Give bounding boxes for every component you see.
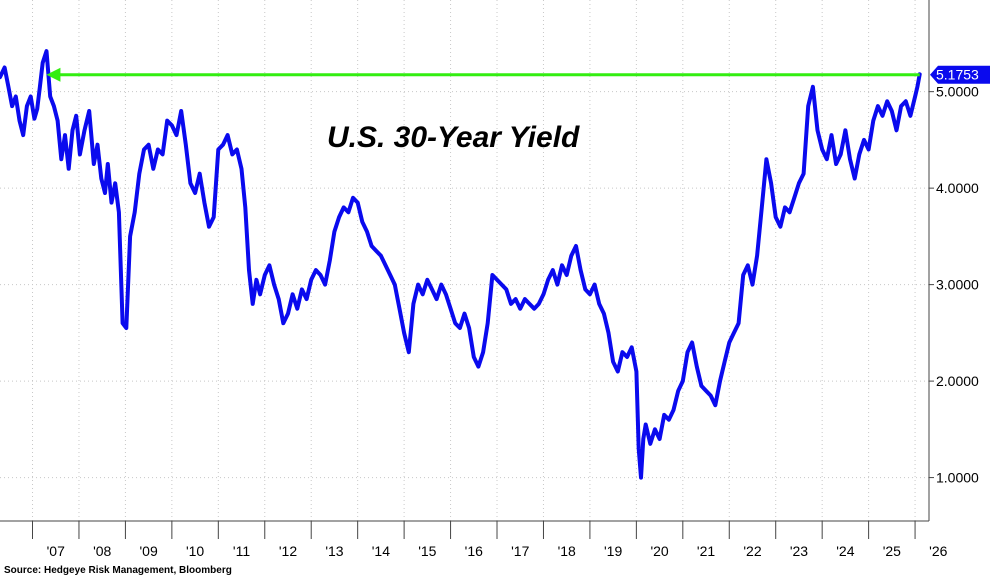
x-axis: '07 '08 '09 '10 '11 '12 '13 '14 '15 '16 '17 '18 '19 '… bbox=[32, 521, 948, 559]
chart-title: U.S. 30-Year Yield bbox=[327, 121, 580, 154]
x-tick-label: '23 bbox=[790, 543, 808, 559]
y-tick-label: 2.0000 bbox=[936, 373, 979, 389]
series-layer bbox=[0, 49, 922, 480]
y-tick-label: 3.0000 bbox=[936, 277, 979, 293]
y-axis: 1.0000 2.0000 3.0000 4.0000 5.0000 bbox=[929, 84, 979, 486]
last-value-badge-shape bbox=[930, 65, 990, 84]
x-tick-label: '17 bbox=[511, 543, 529, 559]
x-tick-label: '24 bbox=[836, 543, 854, 559]
x-tick-label: '21 bbox=[697, 543, 715, 559]
x-tick-label: '10 bbox=[186, 543, 204, 559]
last-value-label: 5.1753 bbox=[936, 67, 979, 83]
x-tick-label: '11 bbox=[233, 543, 250, 559]
x-tick-label: '18 bbox=[558, 543, 576, 559]
x-tick-label: '13 bbox=[325, 543, 343, 559]
y-tick-label: 1.0000 bbox=[936, 470, 979, 486]
last-value-badge: 5.1753 bbox=[930, 65, 990, 84]
x-tick-label: '22 bbox=[743, 543, 761, 559]
x-tick-label: '19 bbox=[604, 543, 622, 559]
series-line bbox=[0, 49, 922, 480]
x-tick-label: '25 bbox=[883, 543, 901, 559]
y-tick-label: 4.0000 bbox=[936, 180, 979, 196]
x-tick-label: '20 bbox=[650, 543, 668, 559]
reference-arrowhead bbox=[46, 67, 61, 82]
x-tick-label: '16 bbox=[465, 543, 483, 559]
x-tick-label: '12 bbox=[279, 543, 297, 559]
x-tick-label: '07 bbox=[47, 543, 65, 559]
x-tick-label: '09 bbox=[140, 543, 158, 559]
x-tick-label: '26 bbox=[929, 543, 947, 559]
reference-layer bbox=[46, 67, 920, 82]
source-note: Source: Hedgeye Risk Management, Bloombe… bbox=[4, 565, 232, 576]
x-tick-label: '15 bbox=[418, 543, 436, 559]
chart-grid bbox=[0, 0, 929, 521]
y-tick-label: 5.0000 bbox=[936, 84, 979, 100]
x-tick-label: '14 bbox=[372, 543, 390, 559]
x-tick-label: '08 bbox=[93, 543, 111, 559]
